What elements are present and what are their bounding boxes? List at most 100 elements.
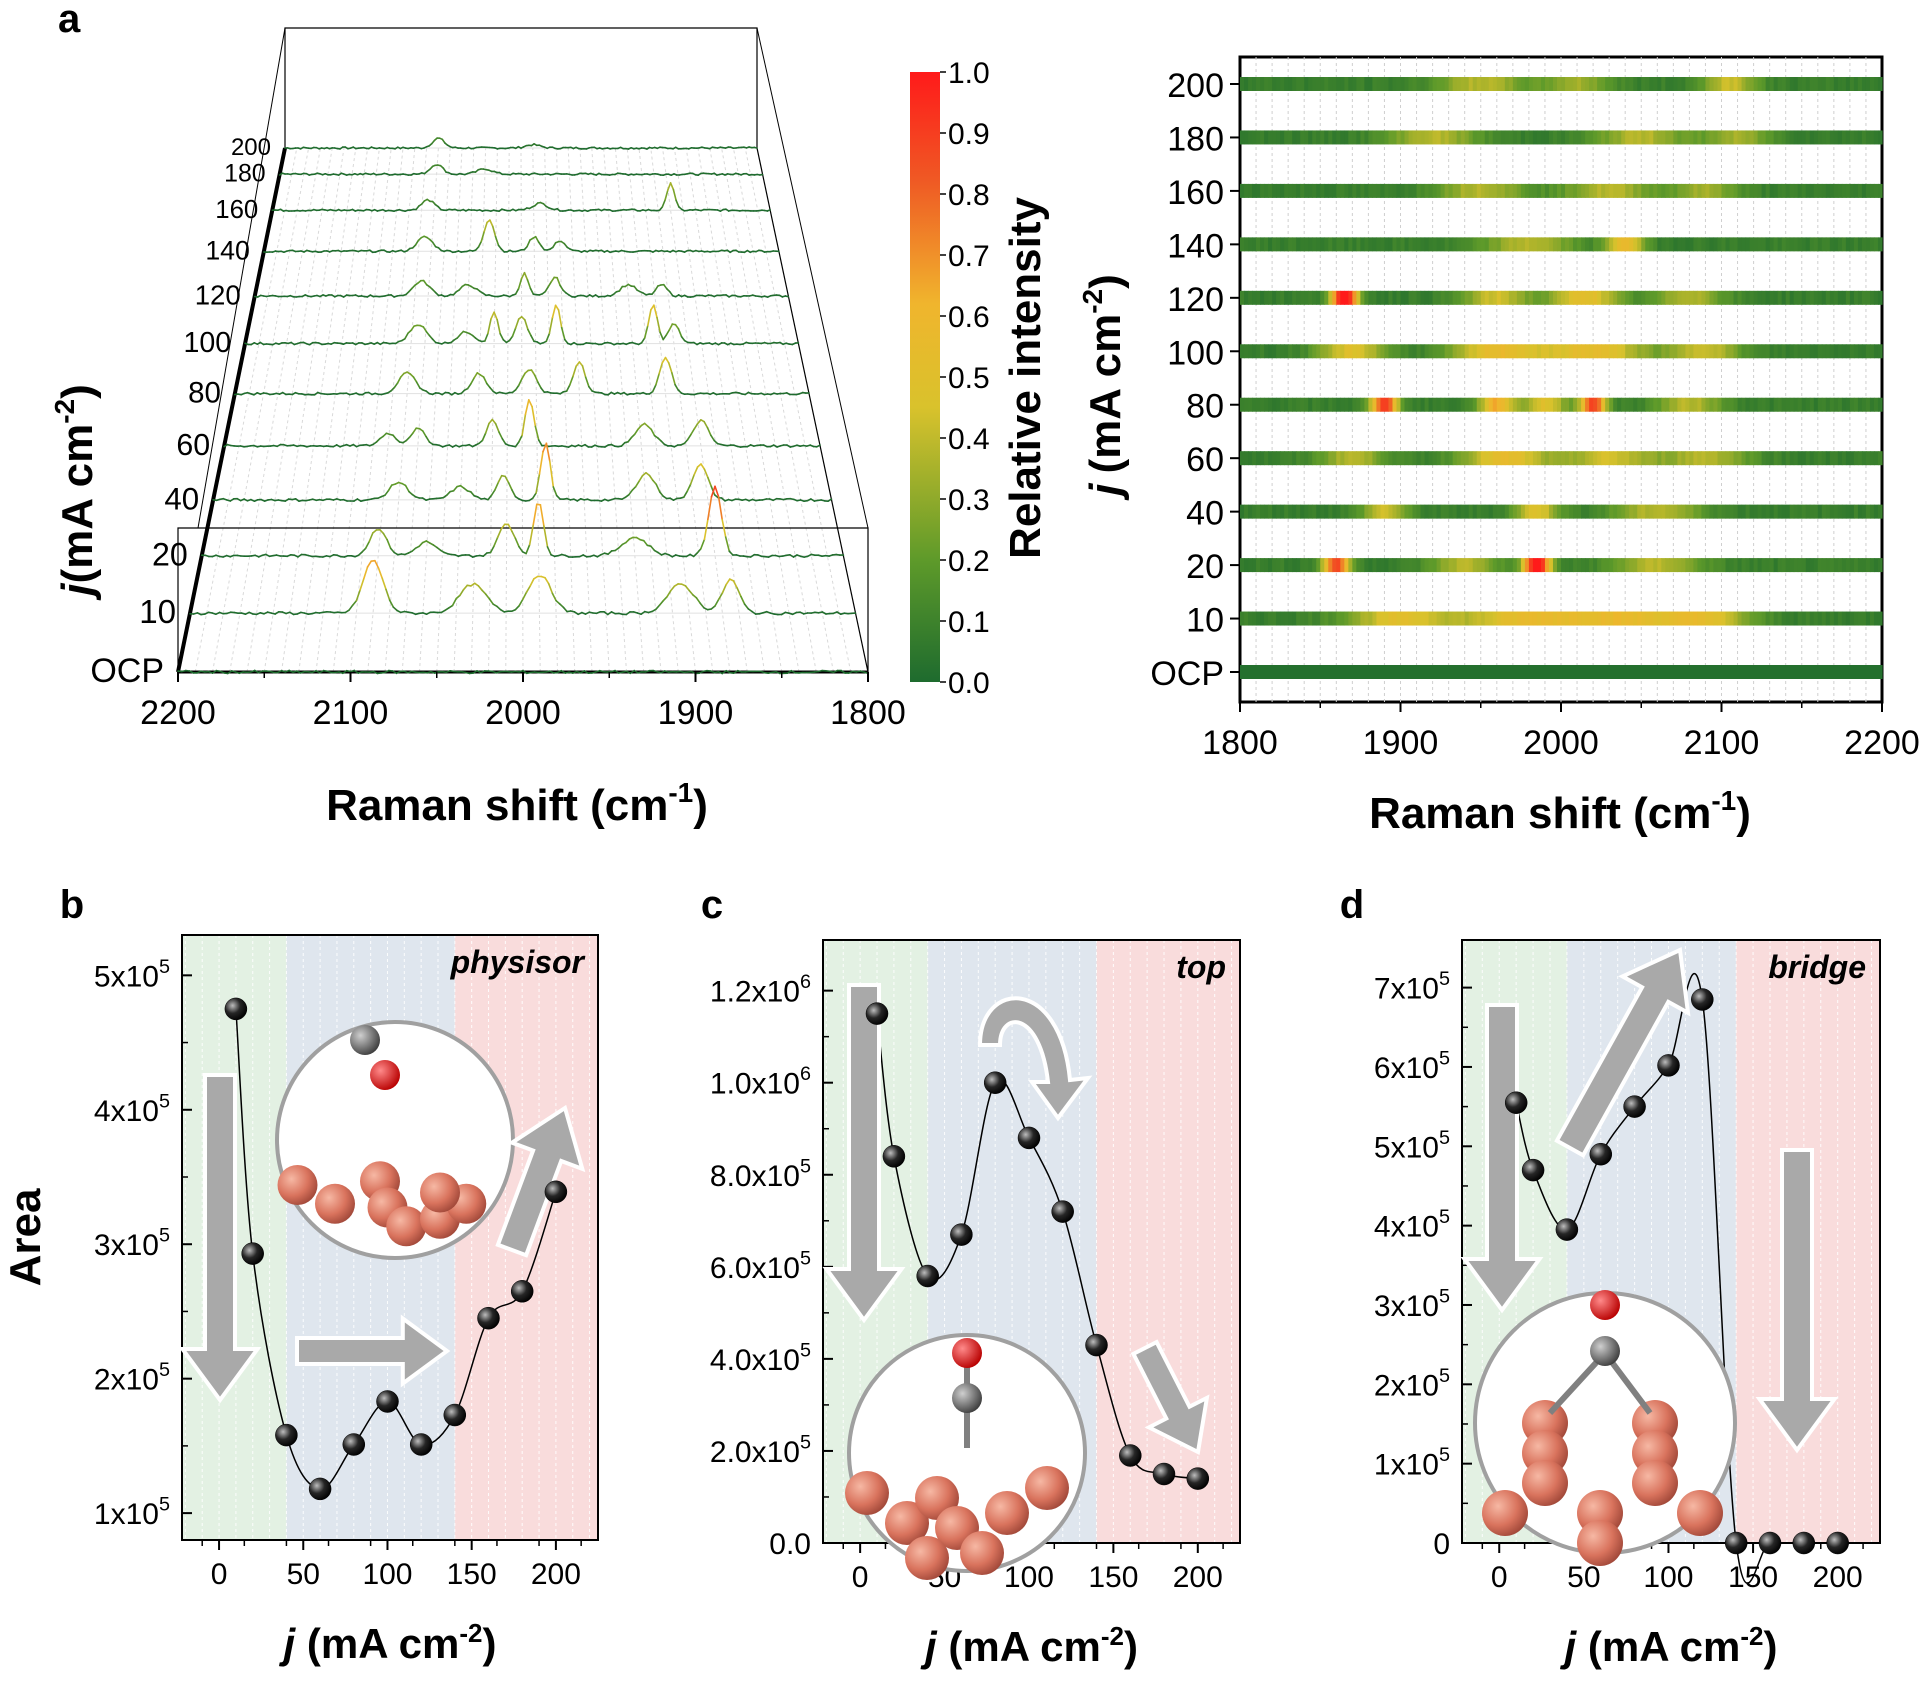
heatmap-cell-200 <box>1348 77 1353 91</box>
spectrum-segment-60 <box>696 418 702 425</box>
colorbar-tick-label: 0.6 <box>948 301 990 334</box>
spectrum-segment-80 <box>581 365 587 379</box>
heatmap-cell-200 <box>1733 77 1739 91</box>
heatmap-cell-180 <box>1364 130 1369 145</box>
depth-axis-right <box>756 147 869 673</box>
spectrum-segment-10 <box>562 606 568 613</box>
y-tick-label: 3x105 <box>1374 1285 1450 1323</box>
heatmap-cell-160 <box>1552 183 1558 198</box>
heatmap-cell-100 <box>1296 344 1301 359</box>
heatmap-cell-120 <box>1420 290 1426 305</box>
heatmap-cell-140 <box>1476 237 1482 252</box>
heatmap-cell-160 <box>1601 183 1606 198</box>
heatmap-cell-OCP <box>1496 665 1502 679</box>
floor-grid-line <box>685 147 765 673</box>
heatmap-cell-40 <box>1340 504 1345 519</box>
spectrum-segment-10 <box>385 588 391 602</box>
heatmap-cell-20 <box>1540 558 1546 573</box>
heatmap-cell-120 <box>1701 290 1707 305</box>
heatmap-cell-180 <box>1737 130 1743 145</box>
heatmap-cell-60 <box>1536 451 1542 466</box>
heatmap-cell-100 <box>1673 344 1678 359</box>
spectrum-segment-80 <box>578 361 584 367</box>
heatmap-cell-180 <box>1609 130 1614 145</box>
heatmap-cell-100 <box>1384 344 1390 359</box>
heatmap-cell-120 <box>1272 290 1277 305</box>
heatmap-cell-OCP <box>1544 665 1550 679</box>
heatmap-cell-120 <box>1741 290 1747 305</box>
heatmap-cell-140 <box>1540 237 1546 252</box>
copper-atom <box>1577 1520 1623 1566</box>
heatmap-cell-120 <box>1597 290 1602 305</box>
heatmap-cell-10 <box>1609 611 1614 626</box>
spectrum-segment-120 <box>526 279 532 290</box>
heatmap-cell-180 <box>1601 130 1606 145</box>
heatmap-cell-140 <box>1320 237 1325 252</box>
spectrum-segment-10 <box>688 589 694 596</box>
spectrum-segment-160 <box>666 182 672 191</box>
heatmap-cell-40 <box>1717 504 1723 519</box>
spectrum-segment-10 <box>388 599 395 609</box>
spectrum-segment-10 <box>669 585 676 592</box>
spectrum-segment-80 <box>658 361 664 375</box>
heatmap-y-axis-title: j(mA cm-2) <box>1077 274 1130 501</box>
heatmap-cell-40 <box>1701 504 1707 519</box>
heatmap-cell-100 <box>1657 344 1662 359</box>
heatmap-cell-60 <box>1701 451 1707 466</box>
heatmap-cell-140 <box>1500 237 1506 252</box>
spectrum-segment-40 <box>655 483 661 493</box>
heatmap-cell-160 <box>1408 183 1414 198</box>
heatmap-cell-80 <box>1380 397 1386 412</box>
heatmap-cell-200 <box>1745 77 1751 91</box>
heatmap-cell-20 <box>1336 558 1341 573</box>
heatmap-cell-120 <box>1849 290 1855 305</box>
heatmap-cell-OCP <box>1685 665 1690 679</box>
heatmap-cell-140 <box>1468 237 1474 252</box>
heatmap-cell-160 <box>1577 183 1582 198</box>
floor-grid-line <box>505 147 510 673</box>
heatmap-cell-120 <box>1833 290 1839 305</box>
floor-grid-line <box>470 147 487 673</box>
heatmap-cell-120 <box>1825 290 1831 305</box>
heatmap-cell-80 <box>1649 397 1654 412</box>
heatmap-cell-140 <box>1312 237 1317 252</box>
heatmap-cell-80 <box>1853 397 1859 412</box>
heatmap-cell-OCP <box>1344 665 1349 679</box>
heatmap-cell-10 <box>1769 611 1775 626</box>
heatmap-cell-10 <box>1569 611 1574 626</box>
heatmap-cell-100 <box>1304 344 1309 359</box>
heatmap-cell-80 <box>1408 397 1414 412</box>
spectrum-segment-120 <box>520 271 526 280</box>
heatmap-cell-180 <box>1697 130 1703 145</box>
heatmap-cell-120 <box>1801 290 1807 305</box>
heatmap-cell-160 <box>1621 183 1626 198</box>
spectrum-segment-40 <box>555 494 561 500</box>
data-point <box>443 1403 467 1427</box>
data-point <box>1691 988 1714 1011</box>
heatmap-cell-80 <box>1617 397 1622 412</box>
heatmap-cell-OCP <box>1673 665 1678 679</box>
heatmap-cell-40 <box>1280 504 1285 519</box>
spectrum-segment-10 <box>714 598 720 607</box>
heatmap-cell-200 <box>1360 77 1365 91</box>
heatmap-cell-100 <box>1773 344 1779 359</box>
heatmap-cell-OCP <box>1573 665 1578 679</box>
heatmap-cell-80 <box>1528 397 1534 412</box>
heatmap-cell-60 <box>1797 451 1803 466</box>
heatmap-cell-40 <box>1480 504 1486 519</box>
heatmap-cell-OCP <box>1625 665 1630 679</box>
heatmap-cell-10 <box>1428 611 1434 626</box>
x-tick-label: 100 <box>362 1558 412 1591</box>
level-label-160: 160 <box>215 196 258 224</box>
heatmap-cell-10 <box>1585 611 1590 626</box>
heatmap-cell-60 <box>1484 451 1490 466</box>
heatmap-cell-120 <box>1873 290 1879 305</box>
heatmap-cell-OCP <box>1593 665 1598 679</box>
heatmap-cell-180 <box>1873 130 1879 145</box>
heatmap-cell-120 <box>1408 290 1414 305</box>
heatmap-cell-180 <box>1673 130 1678 145</box>
heatmap-cell-120 <box>1436 290 1442 305</box>
heatmap-cell-140 <box>1288 237 1293 252</box>
spectrum-segment-40 <box>827 498 833 503</box>
heatmap-cell-120 <box>1384 290 1390 305</box>
